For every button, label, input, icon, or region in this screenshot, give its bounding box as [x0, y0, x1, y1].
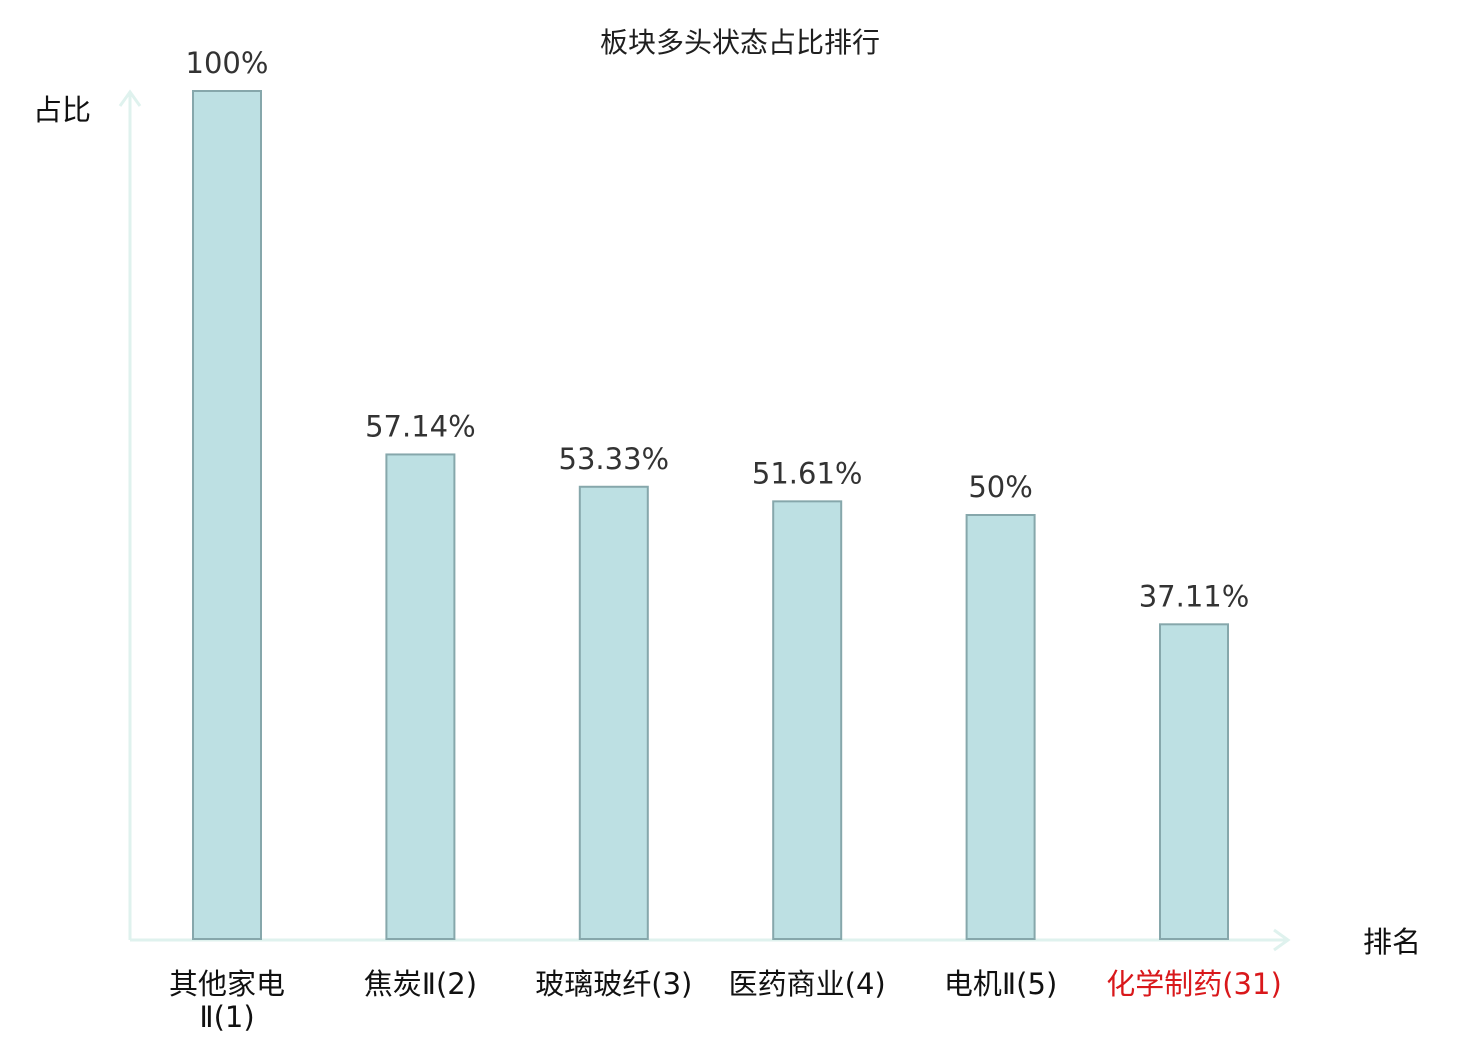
value-label-6: 37.11% — [1139, 579, 1250, 613]
category-label-6: 化学制药(31) — [1106, 967, 1282, 1001]
category-label-1-line-2: Ⅱ(1) — [199, 1000, 254, 1034]
value-label-4: 51.61% — [752, 456, 863, 490]
category-label-3: 玻璃玻纤(3) — [535, 967, 692, 1001]
y-axis-label: 占比 — [33, 93, 91, 127]
value-label-1: 100% — [186, 46, 269, 80]
value-label-3: 53.33% — [559, 442, 670, 476]
category-label-5: 电机Ⅱ(5) — [944, 967, 1057, 1001]
bars-group — [192, 90, 1229, 940]
chart-title: 板块多头状态占比排行 — [600, 26, 880, 59]
category-label-1-line-1: 其他家电 — [169, 967, 285, 1001]
x-axis-label: 排名 — [1363, 925, 1421, 959]
value-labels-group: 100% 57.14% 53.33% 51.61% 50% 37.11% — [186, 46, 1250, 613]
category-label-4: 医药商业(4) — [729, 967, 886, 1001]
value-label-2: 57.14% — [365, 409, 476, 443]
value-label-5: 50% — [968, 470, 1032, 504]
bar-3 — [578, 485, 649, 940]
bar-2 — [385, 453, 456, 940]
bar-4 — [772, 500, 843, 940]
bar-1 — [192, 90, 262, 940]
bar-6 — [1159, 623, 1229, 940]
x-axis-arrow — [1273, 928, 1291, 952]
bar-5 — [965, 514, 1036, 940]
category-label-2: 焦炭Ⅱ(2) — [364, 967, 477, 1001]
y-axis-arrow — [118, 89, 142, 107]
